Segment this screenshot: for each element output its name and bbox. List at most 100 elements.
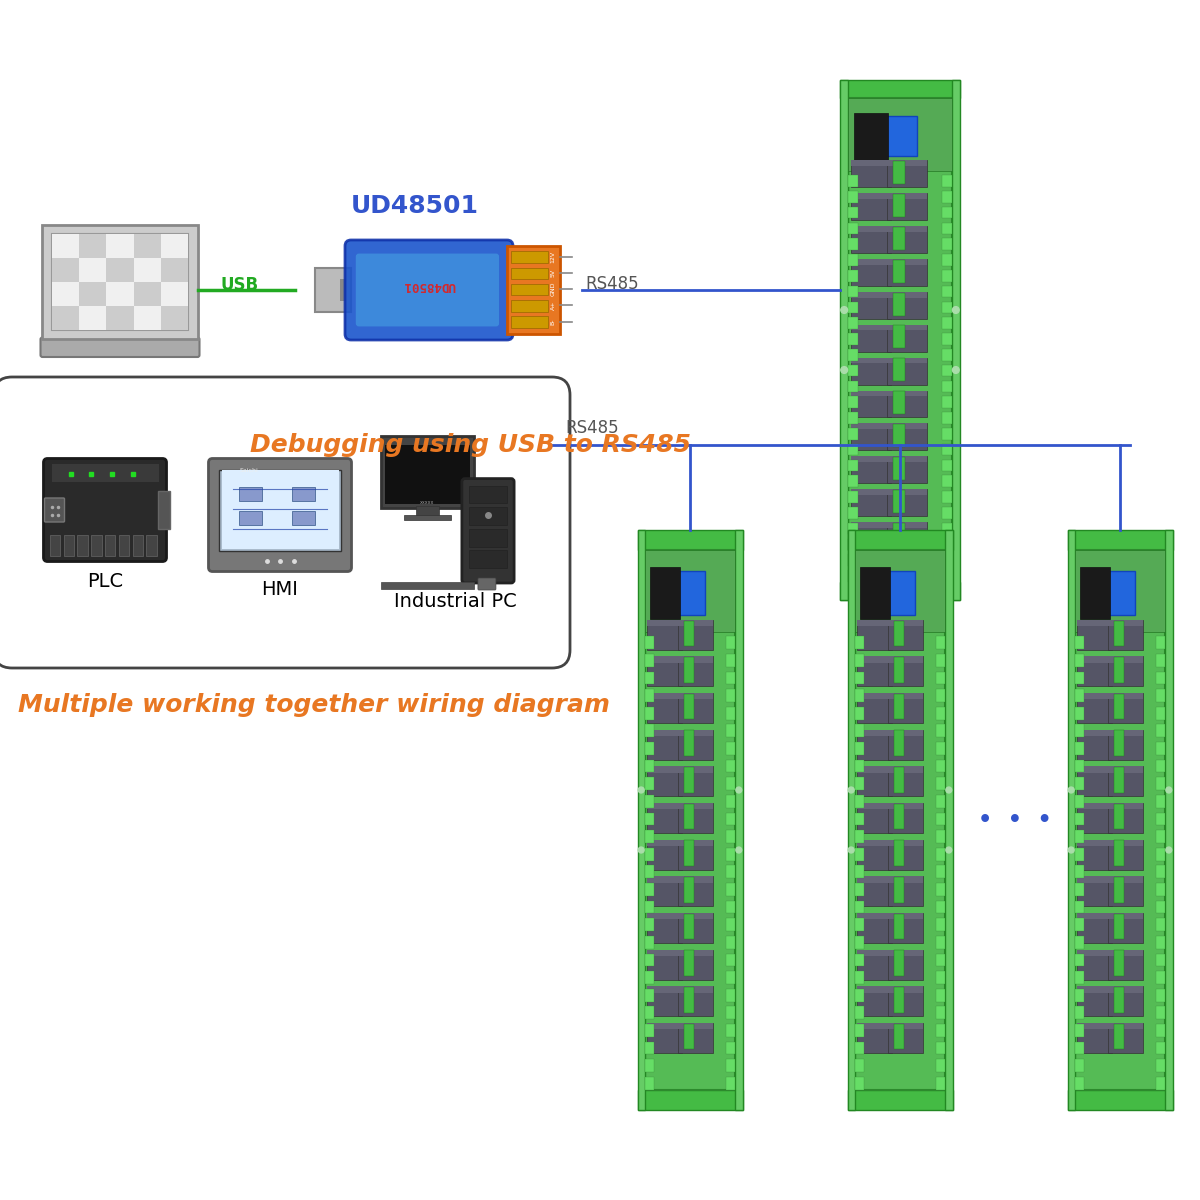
Bar bbox=[1076, 730, 1112, 736]
Bar bbox=[133, 258, 161, 282]
Bar bbox=[854, 954, 864, 966]
Bar bbox=[644, 654, 654, 667]
Bar bbox=[1157, 989, 1165, 1002]
Bar bbox=[1076, 840, 1112, 870]
Bar bbox=[684, 1024, 695, 1049]
Circle shape bbox=[848, 847, 854, 853]
Circle shape bbox=[946, 847, 952, 853]
Bar bbox=[637, 530, 743, 551]
Bar bbox=[1075, 865, 1084, 878]
FancyBboxPatch shape bbox=[462, 479, 514, 583]
Bar bbox=[854, 830, 864, 842]
Bar bbox=[678, 730, 713, 736]
Bar bbox=[851, 325, 890, 352]
Bar bbox=[1114, 988, 1124, 1013]
Bar bbox=[893, 325, 905, 348]
Bar bbox=[936, 989, 946, 1002]
Bar bbox=[1076, 767, 1112, 773]
Bar bbox=[851, 161, 890, 187]
Bar bbox=[107, 282, 133, 306]
Bar bbox=[848, 428, 858, 439]
Bar bbox=[854, 551, 946, 631]
Text: USB: USB bbox=[220, 276, 258, 294]
Bar bbox=[848, 223, 858, 234]
Bar bbox=[341, 278, 346, 301]
Bar bbox=[848, 491, 858, 503]
Bar bbox=[888, 986, 923, 992]
Bar bbox=[644, 830, 654, 842]
Bar bbox=[887, 390, 926, 396]
Bar bbox=[314, 268, 350, 312]
Bar bbox=[888, 767, 923, 797]
Bar bbox=[161, 306, 188, 330]
Bar bbox=[857, 730, 892, 736]
Bar bbox=[887, 292, 926, 298]
Bar bbox=[644, 918, 654, 931]
Bar bbox=[851, 522, 890, 528]
Circle shape bbox=[841, 307, 847, 313]
Bar bbox=[644, 883, 654, 896]
Bar bbox=[292, 487, 316, 502]
Bar bbox=[887, 490, 926, 516]
Bar bbox=[936, 707, 946, 720]
Bar bbox=[726, 689, 736, 702]
Bar bbox=[42, 226, 198, 340]
Bar bbox=[887, 161, 926, 166]
Text: 5V: 5V bbox=[551, 269, 556, 277]
Bar bbox=[647, 803, 682, 833]
Text: HMI: HMI bbox=[262, 580, 299, 599]
Bar bbox=[161, 282, 188, 306]
Text: A+: A+ bbox=[551, 301, 556, 310]
Bar bbox=[854, 778, 864, 790]
Circle shape bbox=[841, 367, 847, 373]
Bar bbox=[1109, 619, 1144, 626]
Bar bbox=[726, 725, 736, 737]
Bar bbox=[854, 551, 946, 1090]
Bar bbox=[848, 175, 858, 187]
Bar bbox=[678, 949, 713, 956]
Bar bbox=[506, 246, 559, 334]
Bar bbox=[857, 730, 892, 760]
Bar bbox=[851, 358, 890, 385]
Bar bbox=[678, 876, 713, 882]
Bar bbox=[1075, 707, 1084, 720]
Bar bbox=[887, 390, 926, 418]
Bar bbox=[888, 730, 923, 736]
Bar bbox=[644, 847, 654, 860]
Bar bbox=[894, 877, 905, 902]
Bar bbox=[1157, 847, 1165, 860]
Bar bbox=[1109, 1022, 1144, 1054]
Bar bbox=[936, 760, 946, 773]
Bar bbox=[848, 254, 858, 265]
Bar bbox=[107, 234, 133, 258]
Bar bbox=[647, 730, 682, 760]
Bar bbox=[1076, 949, 1112, 956]
Bar bbox=[107, 258, 133, 282]
Bar bbox=[678, 803, 713, 833]
Bar bbox=[936, 1024, 946, 1037]
Bar bbox=[79, 258, 107, 282]
Circle shape bbox=[1166, 787, 1171, 793]
Bar bbox=[888, 876, 923, 882]
Bar bbox=[647, 876, 682, 882]
Bar bbox=[1114, 767, 1124, 793]
Bar bbox=[893, 391, 905, 414]
Bar bbox=[894, 694, 905, 720]
Bar bbox=[1157, 1007, 1165, 1019]
Bar bbox=[936, 865, 946, 878]
Bar bbox=[881, 571, 914, 616]
Circle shape bbox=[1166, 847, 1171, 853]
Bar bbox=[848, 334, 858, 344]
Circle shape bbox=[638, 847, 644, 853]
Bar bbox=[1109, 840, 1144, 846]
Bar bbox=[684, 658, 695, 683]
Bar bbox=[64, 535, 74, 556]
Bar bbox=[1076, 913, 1112, 919]
Bar bbox=[647, 656, 682, 662]
Bar bbox=[936, 1042, 946, 1055]
Bar bbox=[52, 234, 188, 330]
Bar bbox=[1068, 530, 1075, 1110]
Bar bbox=[857, 803, 892, 809]
Bar bbox=[888, 840, 923, 870]
Bar bbox=[942, 349, 952, 360]
